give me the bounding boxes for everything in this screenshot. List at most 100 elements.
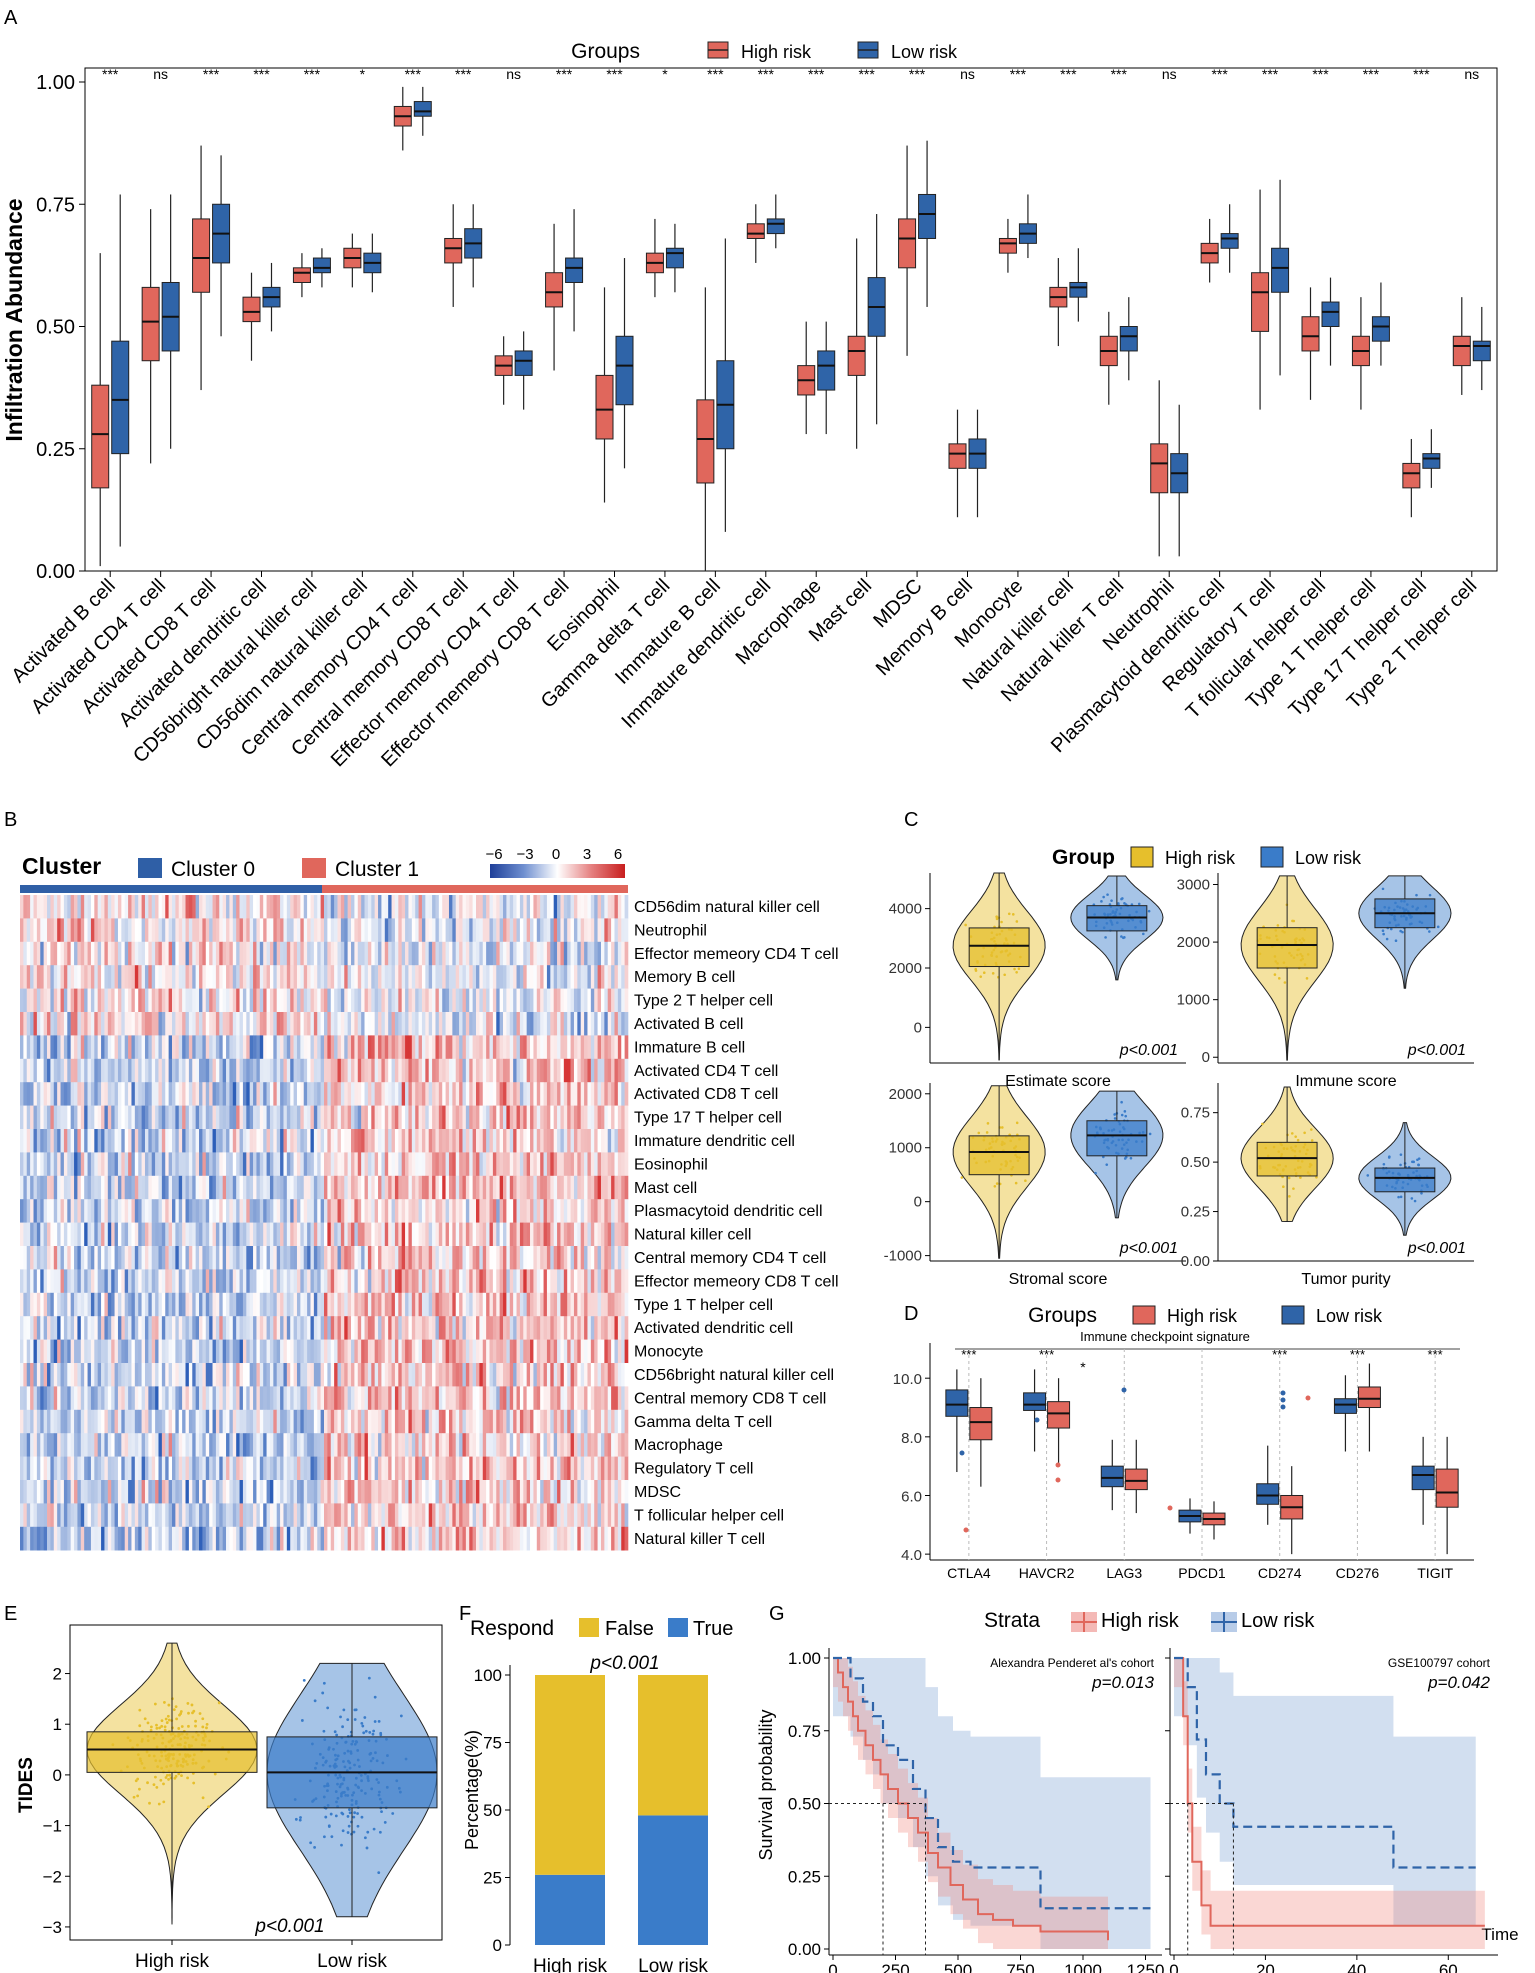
heatmap-cell [26, 1269, 31, 1294]
heatmap-cell [310, 1292, 315, 1317]
heatmap-cell [290, 1433, 294, 1457]
heatmap-cell [236, 1480, 240, 1504]
heatmap-cell [347, 1339, 352, 1364]
heatmap-cell [182, 1246, 186, 1270]
heatmap-cell [188, 1082, 193, 1106]
heatmap-cell [114, 895, 119, 919]
heatmap-cell [246, 1012, 250, 1036]
heatmap-cell [509, 895, 514, 919]
heatmap-cell [101, 1129, 105, 1153]
heatmap-cell [519, 1129, 524, 1153]
heatmap-cell [141, 918, 146, 943]
heatmap-cell [20, 965, 24, 989]
heatmap-cell [307, 1386, 311, 1411]
heatmap-cell [128, 1363, 132, 1387]
heatmap-cell [131, 1175, 136, 1200]
heatmap-cell [263, 941, 267, 966]
heatmap-cell [134, 1363, 139, 1387]
heatmap-cell [80, 1199, 85, 1223]
heatmap-cell [57, 1222, 61, 1247]
heatmap-cell [212, 1269, 217, 1294]
heatmap-cell [229, 1363, 234, 1387]
heatmap-cell [357, 941, 362, 966]
heatmap-cell [479, 1152, 484, 1177]
heatmap-cell [175, 1433, 180, 1457]
heatmap-cell [296, 1058, 301, 1083]
heatmap-cell [611, 1129, 615, 1153]
heatmap-cell [408, 1152, 413, 1177]
heatmap-cell [293, 1433, 298, 1457]
heatmap-cell [90, 1175, 95, 1200]
box-high-box [898, 218, 917, 269]
heatmap-cell [131, 1246, 136, 1270]
heatmap-cell [354, 1339, 359, 1364]
heatmap-cell [280, 941, 284, 966]
heatmap-cell [97, 895, 102, 919]
heatmap-cell [172, 1480, 176, 1504]
heatmap-cell [111, 1433, 115, 1457]
heatmap-cell [408, 965, 413, 989]
heatmap-cell [84, 1386, 88, 1411]
heatmap-cell [378, 1316, 382, 1340]
heatmap-cell [482, 1409, 487, 1434]
heatmap-cell [448, 988, 453, 1013]
heatmap-cell [131, 1292, 136, 1317]
heatmap-cell [74, 1456, 78, 1481]
heatmap-cell [215, 1222, 220, 1247]
heatmap-cell [469, 941, 473, 966]
heatmap-cell [371, 1433, 375, 1457]
heatmap-cell [148, 941, 153, 966]
heatmap-cell [347, 1409, 352, 1434]
heatmap-cell [398, 1409, 402, 1434]
heatmap-cell [398, 1433, 402, 1457]
heatmap-cell [536, 1386, 541, 1411]
heatmap-cell [600, 1246, 605, 1270]
heatmap-cell [405, 1082, 409, 1106]
heatmap-cell [330, 1456, 335, 1481]
heatmap-cell [553, 1339, 558, 1364]
heatmap-cell [384, 1082, 389, 1106]
heatmap-cell [300, 1433, 305, 1457]
heatmap-cell [330, 1105, 335, 1130]
heatmap-cell [361, 1433, 365, 1457]
heatmap-cell [357, 1456, 362, 1481]
heatmap-cell [367, 1409, 372, 1434]
heatmap-cell [128, 1316, 132, 1340]
heatmap-cell [405, 1339, 409, 1364]
heatmap-cell [87, 1035, 92, 1060]
heatmap-cell [560, 1012, 565, 1036]
heatmap-cell [222, 1269, 227, 1294]
heatmap-cell [26, 1129, 31, 1153]
heatmap-cell [320, 1433, 325, 1457]
heatmap-cell [229, 1175, 234, 1200]
heatmap-cell [87, 1433, 92, 1457]
significance-mark: *** [606, 66, 623, 82]
box-high-box [998, 237, 1017, 254]
heatmap-cell [124, 1105, 129, 1130]
heatmap-cell [543, 1386, 548, 1411]
heatmap-cell [67, 1012, 71, 1036]
heatmap-cell [614, 1363, 619, 1387]
heatmap-row-label: Type 1 T helper cell [634, 1297, 773, 1314]
heatmap-cell [168, 1292, 173, 1317]
heatmap-cell [212, 1386, 217, 1411]
heatmap-cell [195, 895, 200, 919]
heatmap-cell [111, 918, 115, 943]
heatmap-cell [421, 1292, 426, 1317]
heatmap-cell [526, 1012, 531, 1036]
legend-label-high: High risk [741, 42, 812, 62]
heatmap-cell [435, 1129, 440, 1153]
heatmap-cell [492, 988, 497, 1013]
panel-b-heatmap: Cluster Cluster 0 Cluster 1−6 −3 0 3 6CD56dim … [20, 846, 839, 1551]
heatmap-cell [384, 1386, 389, 1411]
heatmap-cell [570, 988, 575, 1013]
heatmap-cell [107, 1082, 112, 1106]
heatmap-cell [155, 1012, 159, 1036]
heatmap-cell [469, 895, 473, 919]
heatmap-cell [388, 1480, 392, 1504]
heatmap-cell [23, 988, 28, 1013]
heatmap-cell [597, 1433, 602, 1457]
heatmap-cell [587, 1082, 592, 1106]
heatmap-cell [148, 988, 153, 1013]
heatmap-cell [530, 1058, 534, 1083]
